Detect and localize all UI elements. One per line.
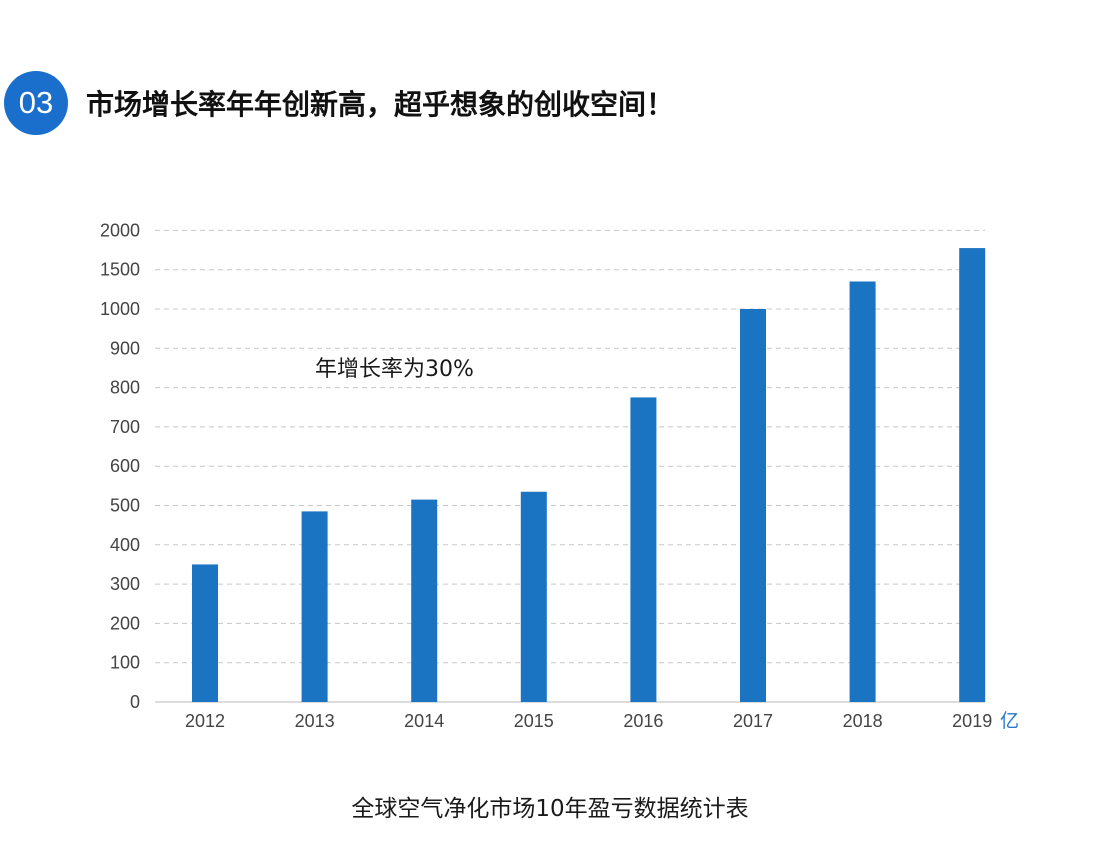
y-tick-label: 900 — [110, 338, 140, 358]
y-tick-label: 0 — [130, 692, 140, 712]
y-tick-label: 2000 — [100, 220, 140, 240]
bar-2012 — [192, 564, 218, 702]
y-tick-label: 100 — [110, 653, 140, 673]
section-number-badge: 03 — [4, 71, 68, 135]
y-tick-label: 1500 — [100, 260, 140, 280]
y-tick-label: 600 — [110, 456, 140, 476]
y-tick-label: 500 — [110, 496, 140, 516]
chart-title: 全球空气净化市场10年盈亏数据统计表 — [351, 796, 749, 822]
bar-2019 — [959, 248, 986, 702]
bar-2016 — [630, 397, 657, 702]
bar-2015 — [520, 491, 547, 702]
x-tick-label: 2017 — [733, 711, 773, 731]
x-tick-label: 2013 — [295, 711, 335, 731]
unit-label: 亿 — [1000, 710, 1020, 732]
x-tick-label: 2012 — [185, 711, 225, 731]
y-tick-label: 800 — [110, 378, 140, 398]
x-tick-label: 2014 — [404, 711, 444, 731]
x-tick-label: 2019 — [952, 711, 992, 731]
y-tick-label: 200 — [110, 613, 140, 633]
y-tick-label: 300 — [110, 574, 140, 594]
y-tick-label: 1000 — [100, 299, 140, 319]
bar-2018 — [849, 281, 876, 702]
bar-2017 — [740, 309, 766, 702]
x-tick-label: 2018 — [843, 711, 883, 731]
bar-2014 — [411, 499, 438, 702]
section-heading: 市场增长率年年创新高，超乎想象的创收空间！ — [86, 88, 675, 121]
y-tick-label: 400 — [110, 535, 140, 555]
x-tick-label: 2016 — [623, 711, 663, 731]
y-tick-label: 700 — [110, 417, 140, 437]
x-tick-label: 2015 — [514, 711, 554, 731]
growth-rate-annotation: 年增长率为30% — [315, 357, 474, 382]
bar-2013 — [301, 511, 328, 702]
